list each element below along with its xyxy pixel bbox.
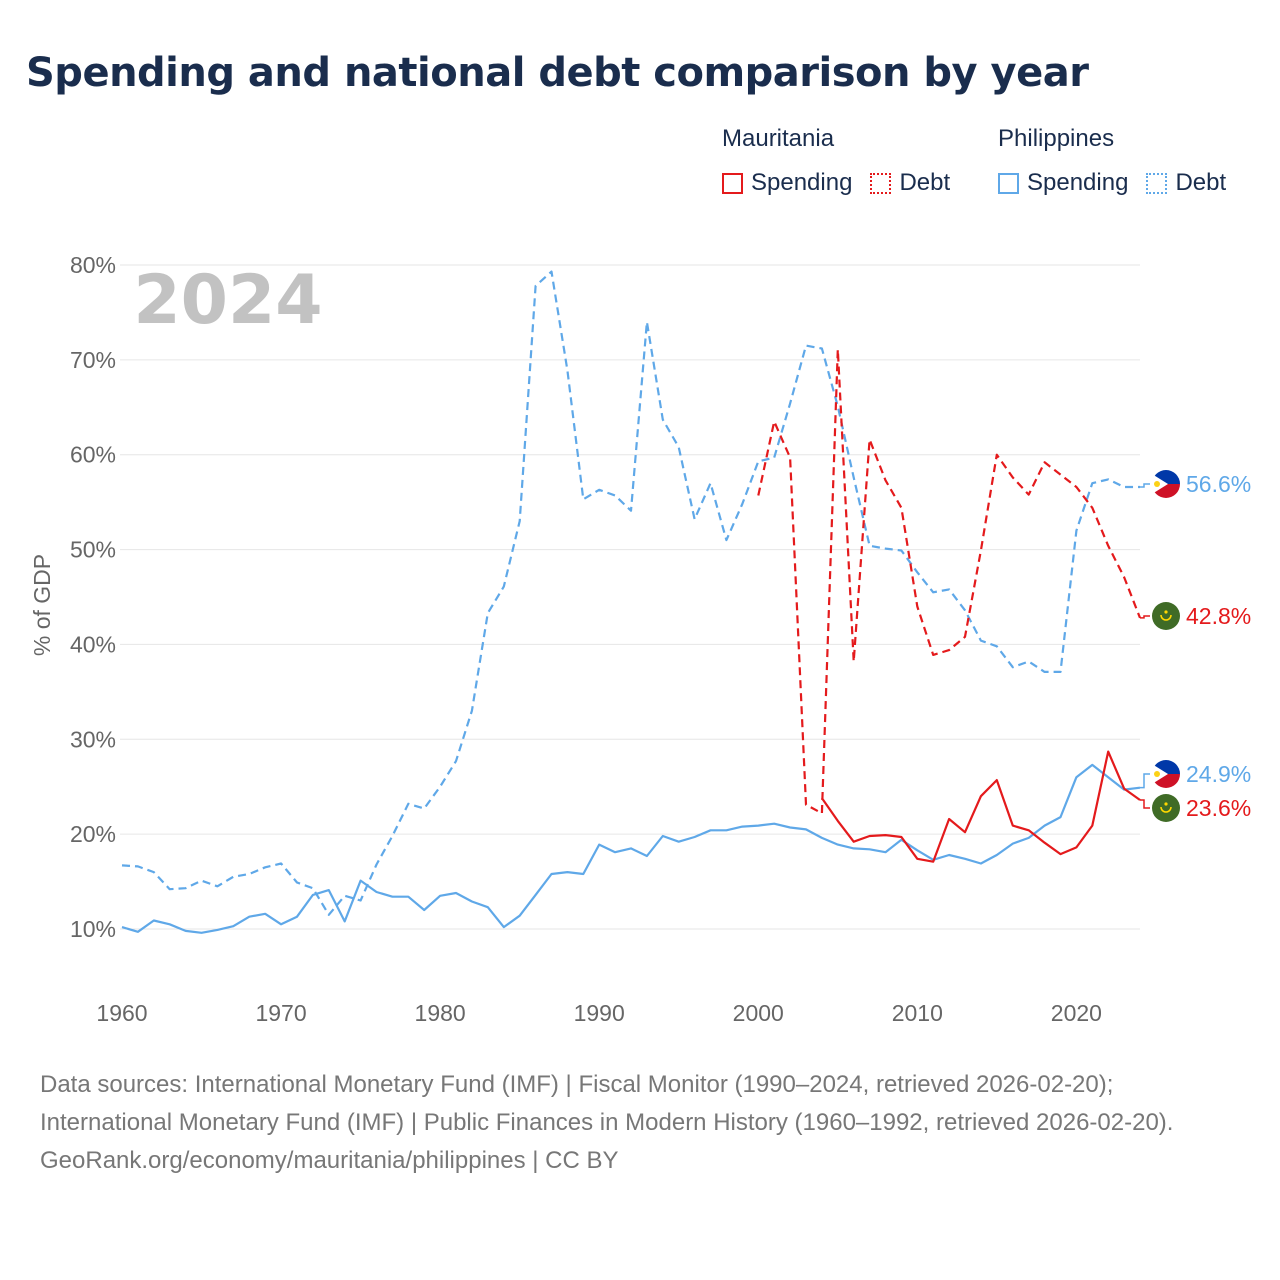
line-chart: 2024 % of GDP 1960 1970 1980 1990 2000 2010 20… [29, 252, 1251, 1026]
x-tick-label: 1990 [574, 1000, 625, 1026]
legend-label: Debt [1175, 169, 1227, 196]
mauritania-flag-icon [1152, 794, 1180, 822]
philippines-debt-line[interactable] [121, 270, 1140, 916]
legend-group-mauritania: Mauritania Spending Debt [722, 124, 968, 198]
philippines-flag-icon [1152, 760, 1180, 788]
end-value-label: 42.8% [1186, 603, 1251, 629]
legend-swatch-solid [998, 172, 1019, 194]
x-tick-label: 1980 [415, 1000, 466, 1026]
philippines-spending-line[interactable] [121, 763, 1141, 934]
y-tick-label: 60% [70, 442, 116, 468]
chart-title: Spending and national debt comparison by… [26, 50, 1089, 96]
y-tick-label: 50% [70, 537, 116, 563]
legend-item-mauritania-debt[interactable]: Debt [870, 169, 950, 197]
y-tick-label: 20% [70, 821, 116, 847]
credit-line: GeoRank.org/economy/mauritania/philippin… [40, 1147, 619, 1174]
legend-label: Debt [899, 169, 951, 196]
data-sources: Data sources: International Monetary Fun… [40, 1071, 1174, 1136]
x-tick-label: 2010 [892, 1000, 943, 1026]
mauritania-debt-line[interactable] [757, 348, 1142, 815]
end-value-label: 56.6% [1186, 471, 1251, 497]
y-tick-label: 30% [70, 726, 116, 752]
end-label-connector [1140, 615, 1150, 619]
y-tick-label: 80% [70, 252, 116, 278]
legend-swatch-dotted [870, 172, 892, 194]
end-value-label: 23.6% [1186, 795, 1251, 821]
x-tick-label: 1960 [96, 1000, 147, 1026]
end-label-connector [1140, 773, 1150, 789]
legend-swatch-solid [722, 172, 743, 194]
legend-label: Spending [1027, 169, 1129, 196]
legend-country: Philippines [998, 125, 1115, 152]
legend-label: Spending [751, 169, 853, 196]
philippines-flag-icon [1152, 470, 1180, 498]
y-tick-label: 40% [70, 631, 116, 657]
mauritania-flag-icon [1152, 602, 1180, 630]
legend-group-philippines: Philippines Spending Debt [998, 124, 1244, 198]
year-watermark: 2024 [133, 261, 322, 340]
x-tick-label: 2020 [1051, 1000, 1102, 1026]
legend-item-philippines-spending[interactable]: Spending [998, 169, 1128, 197]
y-tick-label: 70% [70, 347, 116, 373]
end-label-connector [1140, 799, 1150, 809]
legend-item-philippines-debt[interactable]: Debt [1146, 169, 1226, 197]
legend-swatch-dotted [1146, 172, 1168, 194]
end-value-label: 24.9% [1186, 761, 1251, 787]
legend-item-mauritania-spending[interactable]: Spending [722, 169, 852, 197]
x-tick-label: 2000 [733, 1000, 784, 1026]
y-tick-label: 10% [70, 916, 116, 942]
y-axis-label: % of GDP [29, 554, 55, 656]
footer: Data sources: International Monetary Fun… [40, 1066, 1240, 1180]
mauritania-spending-line[interactable] [820, 750, 1141, 863]
legend-country: Mauritania [722, 125, 835, 152]
x-tick-label: 1970 [255, 1000, 306, 1026]
end-label-connector [1140, 483, 1150, 488]
